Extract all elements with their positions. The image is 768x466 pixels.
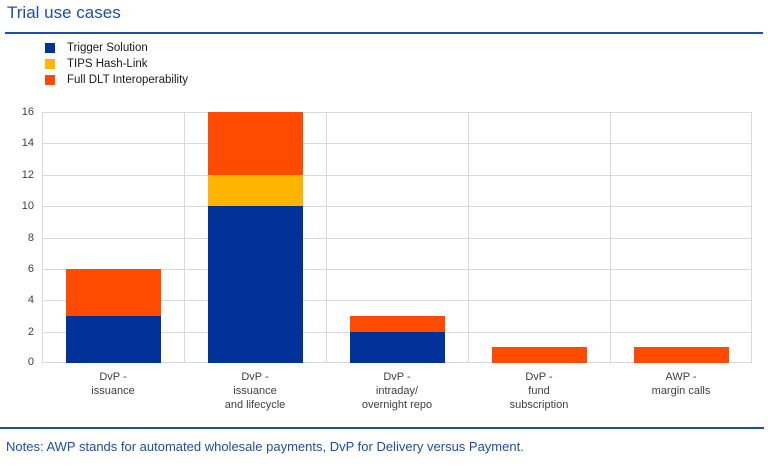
bar-segment-trigger-solution <box>208 206 303 363</box>
legend-label: Trigger Solution <box>67 42 148 54</box>
legend-item-full-dlt-interoperability: Full DLT Interoperability <box>45 72 188 88</box>
y-gridline <box>42 206 752 207</box>
title-rule <box>5 32 763 34</box>
x-category-label: AWP - margin calls <box>651 371 711 397</box>
y-tick-label: 0 <box>27 356 34 368</box>
x-category-label: DvP - intraday/overnight repo <box>361 371 433 411</box>
chart-title: Trial use cases <box>7 3 121 22</box>
category-separator <box>184 112 185 363</box>
legend-swatch-icon <box>45 75 55 85</box>
y-gridline <box>42 143 752 144</box>
category-separator <box>326 112 327 363</box>
x-category-label: DvP - issuance and lifecycle <box>224 371 286 411</box>
category-separator <box>42 112 43 363</box>
legend-item-trigger-solution: Trigger Solution <box>45 40 188 56</box>
bar-segment-full-dlt-interoperability <box>66 269 161 316</box>
legend-label: Full DLT Interoperability <box>67 74 189 86</box>
y-tick-label: 16 <box>21 106 34 118</box>
bar-segment-full-dlt-interoperability <box>634 347 729 363</box>
y-tick-label: 8 <box>27 232 34 244</box>
bar-segment-full-dlt-interoperability <box>350 316 445 332</box>
y-tick-label: 12 <box>21 169 34 181</box>
y-tick-label: 6 <box>27 263 34 275</box>
legend-label: TIPS Hash-Link <box>67 58 148 70</box>
y-tick-label: 10 <box>21 200 34 212</box>
y-tick-label: 14 <box>21 137 34 149</box>
category-separator <box>468 112 469 363</box>
y-gridline <box>42 300 752 301</box>
category-separator <box>751 112 752 363</box>
legend-swatch-icon <box>45 59 55 69</box>
x-category-label: DvP - fund subscription <box>509 371 569 411</box>
category-separator <box>610 112 611 363</box>
y-tick-label: 4 <box>27 294 34 306</box>
y-gridline <box>42 112 752 113</box>
plot-area <box>42 112 752 363</box>
bar-segment-full-dlt-interoperability <box>208 112 303 175</box>
chart-notes: Notes: AWP stands for automated wholesal… <box>6 439 524 454</box>
legend-item-tips-hash-link: TIPS Hash-Link <box>45 56 188 72</box>
legend-swatch-icon <box>45 43 55 53</box>
y-gridline <box>42 269 752 270</box>
footer-rule <box>0 427 764 429</box>
x-category-label: DvP - issuance <box>91 371 135 397</box>
bar-segment-full-dlt-interoperability <box>492 347 587 363</box>
y-gridline <box>42 175 752 176</box>
chart-legend: Trigger Solution TIPS Hash-Link Full DLT I… <box>45 40 188 88</box>
bar-segment-trigger-solution <box>350 332 445 363</box>
y-gridline <box>42 238 752 239</box>
bar-segment-trigger-solution <box>66 316 161 363</box>
bar-segment-tips-hash-link <box>208 175 303 206</box>
y-tick-label: 2 <box>27 326 34 338</box>
